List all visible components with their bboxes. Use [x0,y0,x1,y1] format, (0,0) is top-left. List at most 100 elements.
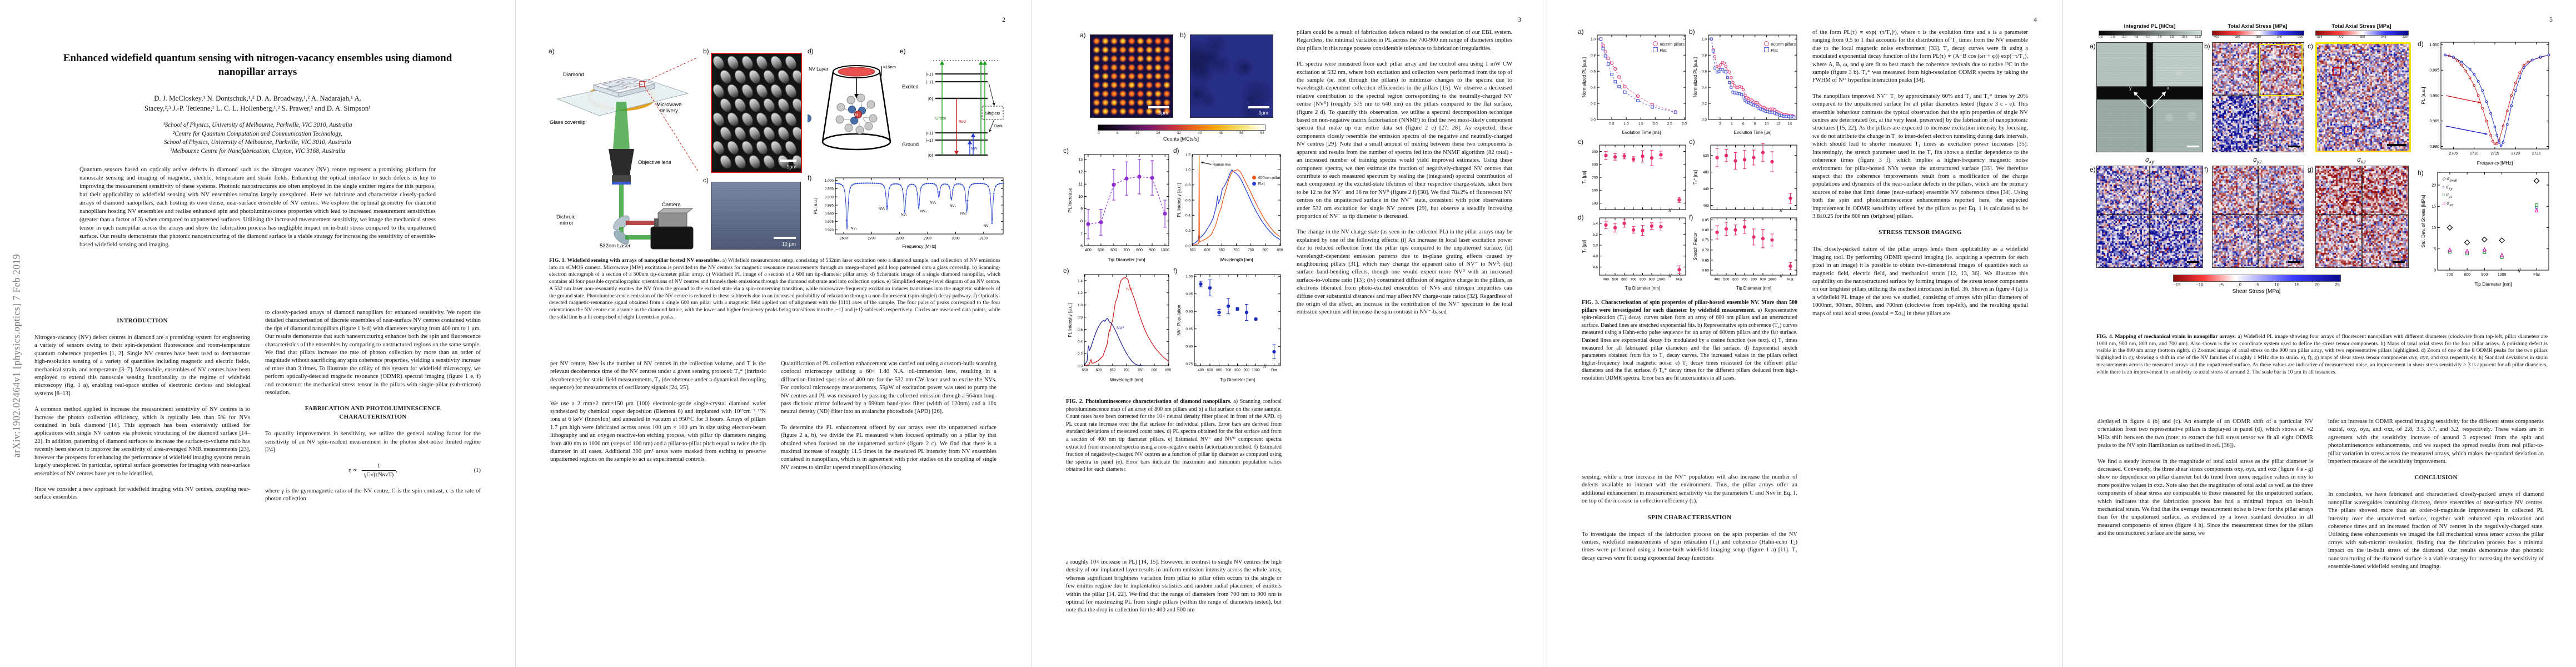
svg-text://: // [1263,364,1267,370]
equation-lhs: η ∝ [348,467,357,474]
label-laser: 532nm Laser [600,243,630,249]
fig3-t1-decay-chart: 600nm pillars Flat 0.0 0.2 0.4 0.6 0.8 1.0 0.5… [1581,32,1689,138]
svg-text:600: 600 [1110,248,1117,252]
svg-text:550: 550 [1082,369,1088,372]
svg-text:Tip Diameter [nm]: Tip Diameter [nm] [1220,377,1255,382]
affiliation: ¹School of Physics, University of Melbou… [163,122,352,128]
svg-text:600: 600 [1732,278,1738,282]
svg-text:0.995: 0.995 [2429,69,2439,73]
svg-text:0.980: 0.980 [825,212,834,216]
svg-text:3000: 3000 [951,237,960,241]
panel-label-d: d) [808,47,814,55]
equation-number: (1) [474,467,481,474]
section-heading-fabrication: FABRICATION AND PHOTOLUMINESCENCE CHARAC… [305,405,441,421]
author-line: D. J. McCloskey,¹ N. Dontschuk,¹,² D. A.… [154,94,361,102]
svg-text:|0⟩: |0⟩ [928,96,933,101]
svg-text:Flat: Flat [1271,369,1277,372]
svg-text:0.980: 0.980 [2429,145,2439,149]
svg-text:1.2: 1.2 [1185,153,1190,157]
svg-text:2900: 2900 [924,237,932,241]
page2-left-column: per NV centre, Nɴᴠ is the number of NV c… [550,360,766,472]
svg-text:500: 500 [1098,248,1104,252]
svg-text:NV₁: NV₁ [984,224,990,228]
fig4-panel-f-shear-yz [2212,166,2304,268]
svg-text:900: 900 [1244,369,1250,372]
svg-text:|+1⟩: |+1⟩ [926,131,933,136]
paragraph: where γ is the gyromagnetic ratio of the… [265,487,481,502]
svg-text:1000: 1000 [2498,273,2507,277]
svg-text:1.0: 1.0 [1185,168,1190,172]
paragraph: The nanopillars improved NV⁻ T₁ by appro… [1812,93,2028,220]
svg-text://: // [2518,268,2521,274]
svg-text:4.8: 4.8 [1593,255,1598,258]
svg-text:Wavelength [nm]: Wavelength [nm] [1110,377,1143,382]
label-excited: Excited [902,84,919,89]
svg-text:1.0: 1.0 [1702,38,1707,42]
label-camera: Camera [662,202,681,208]
svg-text:11: 11 [1079,183,1083,187]
page5-right-column: infer an increase in ODMR spectral imagi… [2328,418,2544,579]
svg-text:600: 600 [1592,189,1598,193]
page-5: 5 Integrated PL [MCts] 0.0 1.5 3.0 4.5 6.0 7.… [2062,0,2576,667]
svg-text:PL Intensity [a.u.]: PL Intensity [a.u.] [1068,303,1073,337]
fig4-panel-b-axial-stress [2212,42,2304,152]
svg-text:0.8: 0.8 [1185,183,1190,187]
svg-text:0.65: 0.65 [1702,258,1709,262]
svg-text:NV₃: NV₃ [950,204,956,208]
fig4-panel-c-axial-stress-zoom [2315,42,2411,152]
fig4-stddev-chart: ◇ σaxial ○ σxy □ σyz △ σxz 0 5 10 15 20 700 80… [2420,169,2553,290]
fig4f-title: σyz [2253,157,2262,165]
nv-layer-disk [838,67,875,77]
svg-text:2710: 2710 [2470,152,2479,156]
figure-1-caption: FIG. 1. Widefield sensing with arrays of… [549,257,1000,320]
svg-text:7: 7 [1080,232,1083,236]
fig1-panel-a-setup-schematic: Diamond Microwave delivery Glass coversl… [546,46,699,250]
svg-text:NV₁: NV₁ [851,227,858,231]
svg-text:5: 5 [2434,247,2436,251]
figure-3-caption: FIG. 3. Characterisation of spin propert… [1582,300,1797,381]
svg-text:0.0: 0.0 [1702,118,1707,122]
section-heading-spin: SPIN CHARACTERISATION [1647,514,1732,521]
svg-text:0.990: 0.990 [825,196,834,200]
paragraph: To quantify improvements in sensitivity,… [265,431,481,454]
svg-text:700: 700 [1123,248,1130,252]
svg-text:9: 9 [1080,207,1083,211]
paragraph: infer an increase in ODMR spectral imagi… [2328,419,2544,465]
svg-text:800: 800 [1592,163,1598,167]
pillar-marker-blue [2344,126,2352,135]
svg-text:900: 900 [1760,278,1766,282]
svg-text:Dark: Dark [994,125,1003,128]
svg-text:2720: 2720 [2512,152,2520,156]
svg-text:0.985: 0.985 [825,203,834,207]
svg-text:Frequency [MHz]: Frequency [MHz] [903,244,936,249]
svg-text:550: 550 [1190,248,1196,252]
svg-text:400: 400 [1198,369,1204,372]
label-diamond: Diamond [563,72,584,78]
section-heading-introduction: INTRODUCTION [117,317,168,324]
svg-text:600: 600 [1096,369,1102,372]
page-number: 5 [2549,16,2553,23]
svg-text:900: 900 [1149,248,1155,252]
affiliation: School of Physics, University of Melbour… [164,139,351,146]
author-line: Stacey,²,³ J.-P. Tetienne,¹ L. C. L. Hol… [144,104,371,112]
panel-label-a: a) [549,47,555,55]
svg-text:0.6: 0.6 [1702,70,1707,74]
arxiv-watermark: arXiv:1902.02464v1 [physics.optics] 7 Fe… [11,253,22,458]
svg-text:0.90: 0.90 [1185,310,1193,314]
scalebar-label: 1μm [786,164,796,170]
svg-text:6: 6 [1742,122,1745,126]
svg-text:900: 900 [1649,278,1655,282]
svg-text:0.970: 0.970 [825,228,834,232]
paragraph: per NV centre, Nɴᴠ is the number of NV c… [550,361,766,391]
figure-2-caption: FIG. 2. Photoluminescence characterisati… [1066,399,1282,473]
svg-text:5.0: 5.0 [1593,243,1598,247]
paragraph: In conclusion, we have fabricated and ch… [2328,491,2544,570]
panel-label-e: e) [900,47,906,55]
svg-text:Tip Diameter [nm]: Tip Diameter [nm] [1108,257,1145,262]
svg-text:NV₂: NV₂ [879,207,885,211]
fig4b-title: Total Axial Stress [MPa] [2228,23,2288,29]
fig2-pl-increase-chart: 6 7 8 9 10 11 12 13 400 500 600 700 800 900 1000 Tip Di… [1067,151,1172,265]
svg-text:NV⁰: NV⁰ [1117,325,1124,330]
svg-text:5.2: 5.2 [1593,233,1598,237]
panel-label-b: b) [703,47,709,55]
